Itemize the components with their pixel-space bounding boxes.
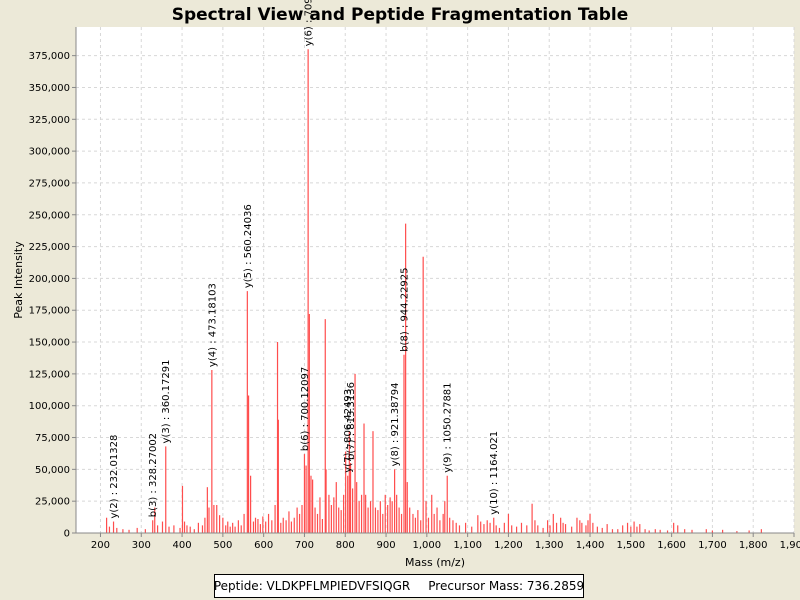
- y-tick-label: 25,000: [35, 497, 70, 508]
- x-tick-label: 400: [173, 540, 192, 551]
- y-tick-label: 175,000: [29, 306, 70, 317]
- x-tick-label: 1,200: [494, 540, 523, 551]
- y-axis-title: Peak Intensity: [12, 241, 25, 319]
- x-tick-label: 300: [132, 540, 151, 551]
- fragment-annotation: b(7) : 813.3136: [346, 382, 357, 460]
- y-tick-label: 300,000: [29, 147, 70, 158]
- fragment-annotation: y(10) : 1164.021: [489, 431, 500, 515]
- x-tick-label: 1,600: [657, 540, 686, 551]
- x-tick-label: 1,100: [453, 540, 482, 551]
- y-tick-label: 50,000: [35, 465, 70, 476]
- y-tick-label: 325,000: [29, 115, 70, 126]
- y-tick-label: 150,000: [29, 338, 70, 349]
- y-tick-label: 125,000: [29, 369, 70, 380]
- fragment-annotation: y(6) : 709.3145: [304, 0, 315, 46]
- fragment-annotation: y(7) : 806.42493: [343, 389, 354, 473]
- y-tick-label: 250,000: [29, 210, 70, 221]
- x-tick-label: 1,400: [576, 540, 605, 551]
- grid-lines: [76, 27, 795, 534]
- x-axis-title: Mass (m/z): [405, 556, 465, 569]
- peak-series: [105, 49, 762, 533]
- x-tick-label: 1,500: [616, 540, 645, 551]
- y-tick-label: 75,000: [35, 433, 70, 444]
- x-tick-label: 700: [295, 540, 314, 551]
- x-tick-label: 900: [376, 540, 395, 551]
- fragment-annotation: b(6) : 700.12097: [300, 367, 311, 451]
- axes: 200 300 400 500 600 700 800 900 1,000 1,100 1,200 1…: [29, 27, 800, 551]
- peptide-label: Peptide: VLDKPFLMPIEDVFSIQGR: [213, 579, 411, 593]
- fragment-annotation: y(5) : 560.24036: [243, 204, 254, 288]
- fragment-annotation: y(9) : 1050.27881: [443, 382, 454, 472]
- y-tick-label: 375,000: [29, 51, 70, 62]
- x-tick-label: 1,000: [413, 540, 442, 551]
- plot-area: [76, 27, 794, 533]
- chart-title: Spectral View and Peptide Fragmentation …: [172, 5, 629, 25]
- x-tick-label: 800: [336, 540, 355, 551]
- x-tick-label: 200: [91, 540, 110, 551]
- precursor-mass-label: Precursor Mass: 736.2859: [428, 579, 585, 593]
- x-tick-label: 500: [213, 540, 232, 551]
- y-tick-label: 225,000: [29, 242, 70, 253]
- y-tick-label: 350,000: [29, 83, 70, 94]
- x-tick-label: 1,800: [739, 540, 768, 551]
- fragment-annotation: b(3) : 328.27002: [148, 433, 159, 517]
- x-tick-label: 1,300: [535, 540, 564, 551]
- y-tick-label: 200,000: [29, 274, 70, 285]
- peptide-info-box: Peptide: VLDKPFLMPIEDVFSIQGR Precursor M…: [214, 574, 584, 598]
- x-tick-label: 1,900: [780, 540, 800, 551]
- y-tick-label: 100,000: [29, 401, 70, 412]
- fragment-annotation: y(8) : 921.38794: [390, 382, 401, 466]
- fragment-annotation: b(8) : 944.22925: [399, 267, 410, 351]
- fragment-annotation: y(2) : 232.01328: [109, 435, 120, 519]
- x-tick-label: 1,700: [698, 540, 727, 551]
- fragment-annotation: y(4) : 473.18103: [207, 283, 218, 367]
- fragment-annotation: y(3) : 360.17291: [161, 360, 172, 444]
- y-tick-label: 275,000: [29, 178, 70, 189]
- y-tick-label: 0: [64, 529, 70, 540]
- x-tick-label: 600: [254, 540, 273, 551]
